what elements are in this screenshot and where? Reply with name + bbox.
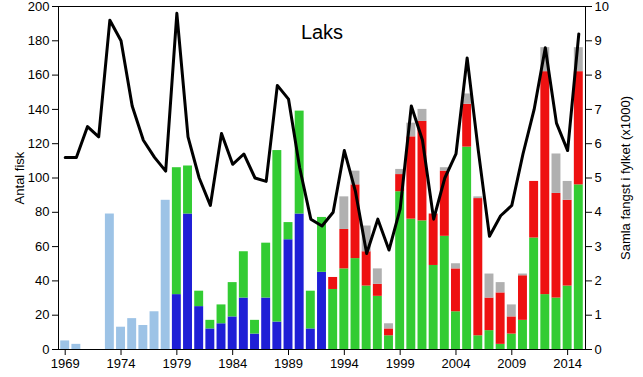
svg-text:Antal fisk: Antal fisk: [12, 151, 27, 204]
svg-text:0: 0: [42, 342, 49, 357]
svg-text:1969: 1969: [51, 356, 80, 371]
svg-text:100: 100: [28, 170, 50, 185]
svg-text:1979: 1979: [162, 356, 191, 371]
svg-text:60: 60: [35, 239, 49, 254]
svg-text:160: 160: [28, 67, 50, 82]
svg-text:7: 7: [595, 102, 602, 117]
svg-text:2: 2: [595, 273, 602, 288]
svg-text:2009: 2009: [497, 356, 526, 371]
svg-text:1989: 1989: [274, 356, 303, 371]
svg-text:1: 1: [595, 307, 602, 322]
svg-text:5: 5: [595, 170, 602, 185]
svg-text:80: 80: [35, 204, 49, 219]
svg-text:1994: 1994: [330, 356, 359, 371]
svg-text:9: 9: [595, 33, 602, 48]
svg-text:Laks: Laks: [301, 21, 343, 43]
svg-text:120: 120: [28, 136, 50, 151]
svg-text:180: 180: [28, 33, 50, 48]
svg-text:1984: 1984: [218, 356, 247, 371]
svg-text:1999: 1999: [386, 356, 415, 371]
svg-text:0: 0: [595, 342, 602, 357]
svg-text:200: 200: [28, 0, 50, 14]
svg-text:2004: 2004: [442, 356, 471, 371]
svg-text:4: 4: [595, 204, 602, 219]
svg-text:Samla fangst i fylket (x1000): Samla fangst i fylket (x1000): [618, 96, 633, 260]
svg-text:10: 10: [595, 0, 609, 14]
svg-text:3: 3: [595, 239, 602, 254]
svg-text:2014: 2014: [553, 356, 582, 371]
svg-text:6: 6: [595, 136, 602, 151]
svg-text:40: 40: [35, 273, 49, 288]
svg-text:1974: 1974: [107, 356, 136, 371]
svg-text:20: 20: [35, 307, 49, 322]
svg-text:8: 8: [595, 67, 602, 82]
svg-text:140: 140: [28, 102, 50, 117]
